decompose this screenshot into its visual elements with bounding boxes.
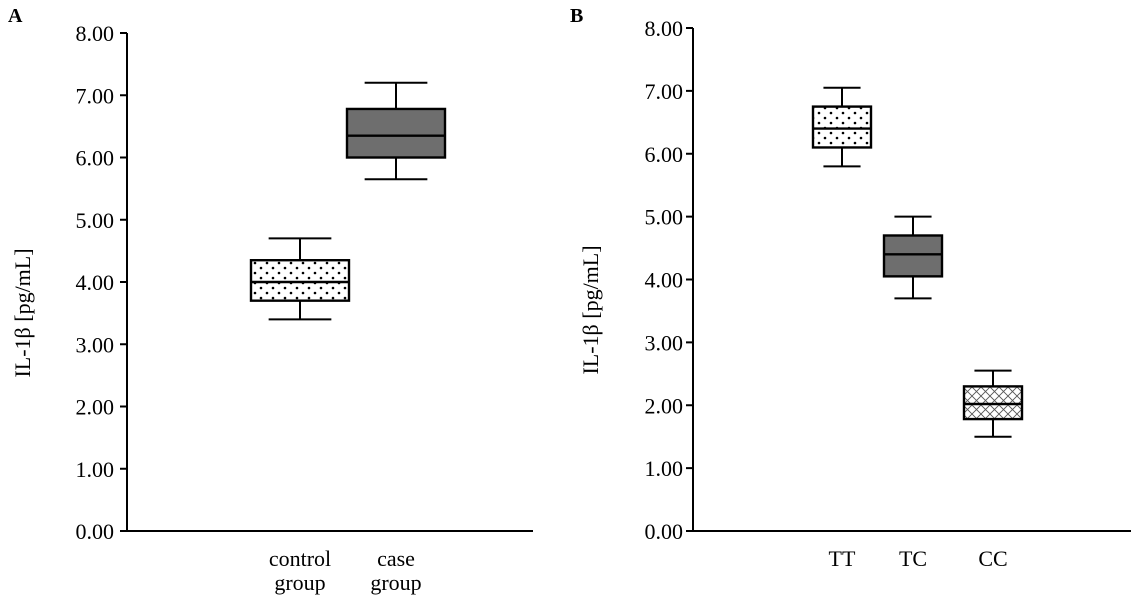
y-tick-label: 5.00 — [645, 205, 684, 230]
panel-a: A IL-1β [pg/mL] 0.00 1.00 2.00 3.00 4.00 5.00… — [8, 5, 533, 595]
panel-b-xlabels: TT TC CC — [829, 546, 1008, 571]
panel-a-yticks: 0.00 1.00 2.00 3.00 4.00 5.00 6.00 7.00 8.00 — [76, 21, 127, 544]
y-tick-label: 5.00 — [76, 208, 115, 233]
iqr-box — [249, 259, 351, 302]
panel-b-boxes — [811, 86, 1024, 438]
y-tick-label: 3.00 — [645, 330, 684, 355]
y-tick-label: 7.00 — [76, 83, 115, 108]
y-tick-label: 1.00 — [645, 456, 684, 481]
y-tick-label: 4.00 — [76, 270, 115, 295]
y-tick-label: 1.00 — [76, 457, 115, 482]
box-cc — [962, 369, 1024, 438]
panel-a-boxes — [249, 81, 447, 321]
y-tick-label: 8.00 — [645, 16, 684, 41]
x-category-label: TC — [899, 546, 927, 571]
iqr-box — [345, 107, 447, 159]
box-tt — [811, 86, 873, 168]
panel-b: B IL-1β [pg/mL] 0.00 1.00 2.00 3.00 4.00 5.00… — [570, 5, 1131, 571]
x-category-label: CC — [978, 546, 1007, 571]
box-control-group — [249, 237, 351, 321]
iqr-box — [882, 234, 944, 278]
y-tick-label: 4.00 — [645, 268, 684, 293]
y-tick-label: 7.00 — [645, 79, 684, 104]
y-tick-label: 6.00 — [645, 142, 684, 167]
panel-b-label: B — [570, 5, 583, 27]
x-category-label: group — [370, 570, 421, 595]
x-category-label: TT — [829, 546, 856, 571]
iqr-box — [962, 385, 1024, 421]
y-tick-label: 0.00 — [76, 519, 115, 544]
y-tick-label: 2.00 — [645, 393, 684, 418]
panel-a-label: A — [8, 5, 23, 27]
box-case-group — [345, 81, 447, 181]
y-tick-label: 0.00 — [645, 519, 684, 544]
box-tc — [882, 215, 944, 300]
y-tick-label: 6.00 — [76, 146, 115, 171]
panel-b-yticks: 0.00 1.00 2.00 3.00 4.00 5.00 6.00 7.00 8.00 — [645, 16, 693, 544]
y-tick-label: 2.00 — [76, 395, 115, 420]
x-category-label: case — [377, 546, 415, 571]
panel-b-ylabel: IL-1β [pg/mL] — [578, 245, 603, 374]
y-tick-label: 3.00 — [76, 332, 115, 357]
x-category-label: control — [269, 546, 331, 571]
x-category-label: group — [274, 570, 325, 595]
iqr-box — [811, 105, 873, 149]
y-tick-label: 8.00 — [76, 21, 115, 46]
panel-a-ylabel: IL-1β [pg/mL] — [10, 248, 35, 377]
